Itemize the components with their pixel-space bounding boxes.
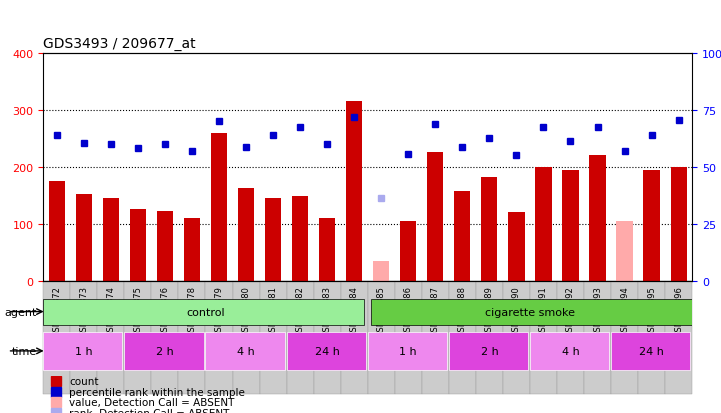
Bar: [481, 178, 497, 281]
FancyBboxPatch shape: [611, 332, 690, 370]
Bar: [184, 218, 200, 281]
Bar: [130, 210, 146, 281]
Bar: [448, 281, 476, 394]
Bar: [643, 170, 660, 281]
Bar: [238, 189, 255, 281]
Bar: [427, 153, 443, 281]
Text: 2 h: 2 h: [480, 346, 498, 356]
FancyBboxPatch shape: [371, 299, 692, 325]
Bar: [395, 281, 422, 394]
Bar: [314, 281, 341, 394]
Bar: [422, 281, 448, 394]
Bar: [151, 281, 179, 394]
Bar: [665, 281, 692, 394]
Bar: [535, 167, 552, 281]
Bar: [340, 281, 368, 394]
Text: 2 h: 2 h: [156, 346, 174, 356]
Bar: [530, 281, 557, 394]
Bar: [373, 261, 389, 281]
Bar: [346, 102, 362, 281]
FancyBboxPatch shape: [43, 332, 123, 370]
Bar: [205, 281, 232, 394]
Bar: [260, 281, 286, 394]
Bar: [589, 156, 606, 281]
Bar: [48, 181, 65, 281]
Text: 24 h: 24 h: [314, 346, 340, 356]
FancyBboxPatch shape: [368, 332, 447, 370]
Bar: [368, 281, 395, 394]
Text: 24 h: 24 h: [639, 346, 664, 356]
Text: rank, Detection Call = ABSENT: rank, Detection Call = ABSENT: [69, 408, 229, 413]
Text: 4 h: 4 h: [562, 346, 580, 356]
Bar: [97, 281, 124, 394]
Bar: [476, 281, 503, 394]
Bar: [286, 281, 314, 394]
Text: agent: agent: [4, 307, 37, 317]
Bar: [584, 281, 611, 394]
FancyBboxPatch shape: [286, 332, 366, 370]
Bar: [125, 281, 151, 394]
FancyBboxPatch shape: [125, 332, 203, 370]
Bar: [611, 281, 638, 394]
Bar: [157, 211, 173, 281]
Bar: [319, 218, 335, 281]
Bar: [671, 167, 686, 281]
Text: cigarette smoke: cigarette smoke: [485, 307, 575, 317]
Text: 4 h: 4 h: [237, 346, 255, 356]
Bar: [400, 221, 416, 281]
FancyBboxPatch shape: [43, 299, 364, 325]
Bar: [179, 281, 205, 394]
Text: 1 h: 1 h: [399, 346, 417, 356]
Bar: [503, 281, 530, 394]
Bar: [557, 281, 584, 394]
Text: control: control: [186, 307, 225, 317]
Text: count: count: [69, 376, 99, 387]
Text: value, Detection Call = ABSENT: value, Detection Call = ABSENT: [69, 397, 234, 407]
Bar: [454, 191, 470, 281]
Bar: [76, 195, 92, 281]
FancyBboxPatch shape: [205, 332, 285, 370]
Bar: [508, 213, 525, 281]
Bar: [232, 281, 260, 394]
Text: GDS3493 / 209677_at: GDS3493 / 209677_at: [43, 37, 196, 51]
Bar: [43, 281, 71, 394]
Bar: [292, 197, 308, 281]
Bar: [71, 281, 97, 394]
Text: 1 h: 1 h: [75, 346, 92, 356]
Bar: [211, 133, 227, 281]
Bar: [265, 199, 281, 281]
Bar: [616, 221, 633, 281]
FancyBboxPatch shape: [530, 332, 609, 370]
Bar: [562, 170, 578, 281]
FancyBboxPatch shape: [448, 332, 528, 370]
Bar: [102, 199, 119, 281]
Bar: [638, 281, 665, 394]
Text: percentile rank within the sample: percentile rank within the sample: [69, 387, 245, 397]
Text: time: time: [12, 346, 37, 356]
